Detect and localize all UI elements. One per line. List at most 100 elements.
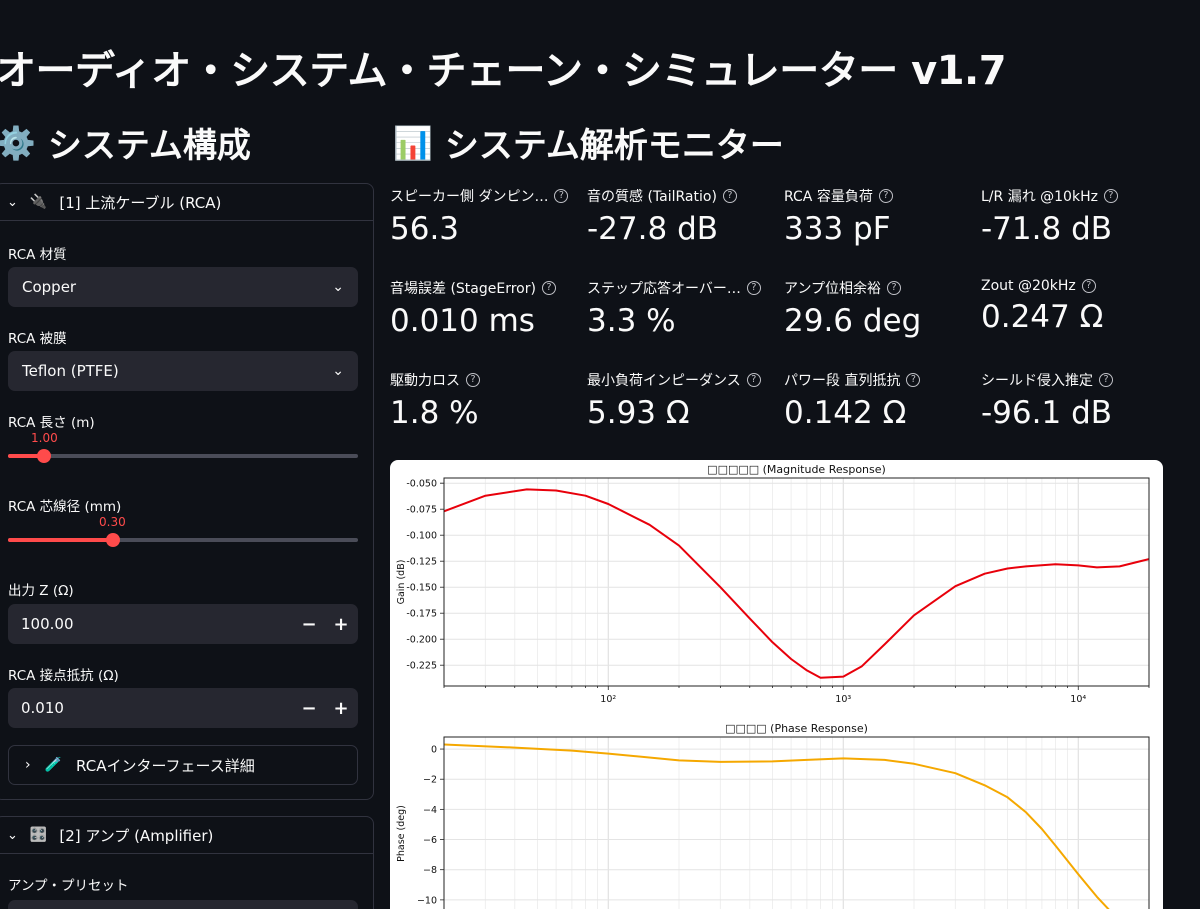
chevron-down-icon: ⌄ bbox=[332, 363, 344, 379]
y-tick-label: -0.200 bbox=[406, 635, 437, 646]
chevron-down-icon: ⌄ bbox=[7, 827, 18, 843]
help-icon[interactable]: ? bbox=[722, 189, 737, 203]
rca-contact-r-input[interactable]: 0.010 − + bbox=[8, 688, 358, 728]
response-charts: □□□□□ (Magnitude Response) -0.050 -0.075 -0… bbox=[396, 463, 1150, 909]
rca-contact-r-label: RCA 接点抵抗 (Ω) bbox=[8, 668, 119, 684]
analysis-monitor-heading: 📊 システム解析モニター bbox=[393, 118, 784, 167]
help-icon[interactable]: ? bbox=[746, 281, 761, 295]
metric-value: 0.247 Ω bbox=[981, 299, 1104, 335]
y-tick-label: -0.125 bbox=[406, 557, 437, 568]
rca-interface-detail-expander[interactable]: › 🧪 RCAインターフェース詳細 bbox=[8, 745, 358, 785]
output-z-increment-button[interactable]: + bbox=[333, 613, 349, 635]
rca-length-slider[interactable] bbox=[8, 449, 358, 463]
output-z-label: 出力 Z (Ω) bbox=[8, 583, 74, 599]
metric-value: 1.8 % bbox=[390, 395, 479, 431]
help-icon[interactable]: ? bbox=[1081, 279, 1096, 293]
series-line bbox=[444, 488, 1149, 679]
chart-title: □□□□ (Phase Response) bbox=[725, 722, 868, 735]
help-icon[interactable]: ? bbox=[541, 281, 556, 295]
rca-material-value: Copper bbox=[22, 278, 77, 296]
metric-label-text: 音場誤差 (StageError) bbox=[390, 281, 536, 297]
help-icon[interactable]: ? bbox=[1103, 189, 1118, 203]
metric-label: RCA 容量負荷? bbox=[784, 186, 974, 206]
rca-contact-r-decrement-button[interactable]: − bbox=[301, 697, 317, 719]
rca-insulation-value: Teflon (PTFE) bbox=[22, 362, 119, 380]
rca-cable-expander-header[interactable]: ⌄ 🔌 [1] 上流ケーブル (RCA) bbox=[0, 184, 373, 220]
metric-value: 333 pF bbox=[784, 211, 891, 247]
amp-preset-select[interactable] bbox=[8, 900, 358, 909]
output-z-decrement-button[interactable]: − bbox=[301, 613, 317, 635]
rca-cable-expander: ⌄ 🔌 [1] 上流ケーブル (RCA) RCA 材質 Copper ⌄ RCA… bbox=[0, 183, 374, 800]
metric-value: 29.6 deg bbox=[784, 303, 922, 339]
y-tick-label: −4 bbox=[423, 805, 437, 816]
response-chart-card: □□□□□ (Magnitude Response) -0.050 -0.075 -0… bbox=[390, 460, 1163, 909]
help-icon[interactable]: ? bbox=[906, 373, 921, 387]
metric-label-text: RCA 容量負荷 bbox=[784, 189, 873, 205]
amp-expander-header[interactable]: ⌄ 🎛️ [2] アンプ (Amplifier) bbox=[0, 817, 373, 853]
help-icon[interactable]: ? bbox=[466, 373, 480, 387]
plot-frame bbox=[443, 477, 1150, 687]
rca-length-slider-fill bbox=[8, 454, 43, 458]
metric-label-text: 最小負荷インピーダンス bbox=[587, 373, 741, 389]
metric-card: アンプ位相余裕? 29.6 deg bbox=[784, 278, 974, 339]
chevron-down-icon: ⌄ bbox=[332, 279, 344, 295]
metric-label: アンプ位相余裕? bbox=[784, 278, 974, 298]
bar-chart-icon: 📊 bbox=[393, 123, 433, 162]
metric-label: Zout @20kHz? bbox=[981, 278, 1171, 294]
metric-value: -71.8 dB bbox=[981, 211, 1113, 247]
help-icon[interactable]: ? bbox=[1099, 373, 1113, 387]
metric-card: RCA 容量負荷? 333 pF bbox=[784, 186, 974, 247]
metric-value: 5.93 Ω bbox=[587, 395, 690, 431]
rca-conductor-slider-fill bbox=[8, 538, 112, 542]
metric-card: 駆動力ロス? 1.8 % bbox=[390, 370, 580, 431]
metric-label-text: スピーカー側 ダンピン… bbox=[390, 189, 549, 205]
y-tick-label: 0 bbox=[431, 745, 437, 756]
metric-label-text: アンプ位相余裕 bbox=[784, 281, 882, 297]
metric-label-text: Zout @20kHz bbox=[981, 278, 1076, 294]
metric-value: 56.3 bbox=[390, 211, 460, 247]
rca-conductor-value: 0.30 bbox=[99, 515, 126, 529]
chevron-down-icon: ⌄ bbox=[7, 194, 18, 210]
y-tick-label: -0.150 bbox=[406, 583, 437, 594]
rca-length-label: RCA 長さ (m) bbox=[8, 415, 95, 431]
amp-expander-body: アンプ・プリセット bbox=[0, 853, 373, 909]
y-tick-label: -0.175 bbox=[406, 609, 437, 620]
metric-value: 0.142 Ω bbox=[784, 395, 907, 431]
metric-card: Zout @20kHz? 0.247 Ω bbox=[981, 278, 1171, 335]
system-config-heading: ⚙️ システム構成 bbox=[0, 118, 251, 167]
rca-material-select[interactable]: Copper ⌄ bbox=[8, 267, 358, 307]
rca-length-slider-thumb[interactable] bbox=[37, 449, 51, 463]
y-tick-label: -0.225 bbox=[406, 661, 437, 672]
amp-expander-label: [2] アンプ (Amplifier) bbox=[59, 826, 214, 845]
output-z-input[interactable]: 100.00 − + bbox=[8, 604, 358, 644]
metric-value: 3.3 % bbox=[587, 303, 676, 339]
metric-label-text: 音の質感 (TailRatio) bbox=[587, 189, 717, 205]
y-tick-label: −8 bbox=[423, 865, 437, 876]
analysis-monitor-heading-text: システム解析モニター bbox=[444, 126, 784, 166]
rca-cable-expander-body: RCA 材質 Copper ⌄ RCA 被膜 Teflon (PTFE) ⌄ R… bbox=[0, 220, 373, 800]
metric-label: 駆動力ロス? bbox=[390, 370, 580, 390]
rca-contact-r-value: 0.010 bbox=[21, 699, 64, 717]
metric-card: スピーカー側 ダンピン…? 56.3 bbox=[390, 186, 580, 247]
help-icon[interactable]: ? bbox=[746, 373, 761, 387]
y-axis-label: Phase (deg) bbox=[396, 805, 407, 862]
x-tick-label: 10³ bbox=[835, 694, 851, 705]
help-icon[interactable]: ? bbox=[887, 281, 902, 295]
rca-conductor-slider-thumb[interactable] bbox=[106, 533, 120, 547]
help-icon[interactable]: ? bbox=[878, 189, 893, 203]
y-tick-label: -0.075 bbox=[406, 505, 437, 516]
metric-label: 音場誤差 (StageError)? bbox=[390, 278, 580, 298]
rca-contact-r-increment-button[interactable]: + bbox=[333, 697, 349, 719]
help-icon[interactable]: ? bbox=[554, 189, 569, 203]
rca-conductor-slider[interactable] bbox=[8, 533, 358, 547]
metric-label-text: 駆動力ロス bbox=[390, 373, 460, 389]
amp-preset-label: アンプ・プリセット bbox=[8, 878, 129, 894]
rca-cable-expander-label: [1] 上流ケーブル (RCA) bbox=[59, 193, 222, 212]
rca-insulation-select[interactable]: Teflon (PTFE) ⌄ bbox=[8, 351, 358, 391]
system-config-heading-text: システム構成 bbox=[47, 126, 251, 166]
metric-value: -96.1 dB bbox=[981, 395, 1113, 431]
y-axis-label: Gain (dB) bbox=[396, 560, 407, 605]
x-tick-label: 10⁴ bbox=[1070, 694, 1086, 705]
y-tick-label: -0.100 bbox=[406, 531, 437, 542]
